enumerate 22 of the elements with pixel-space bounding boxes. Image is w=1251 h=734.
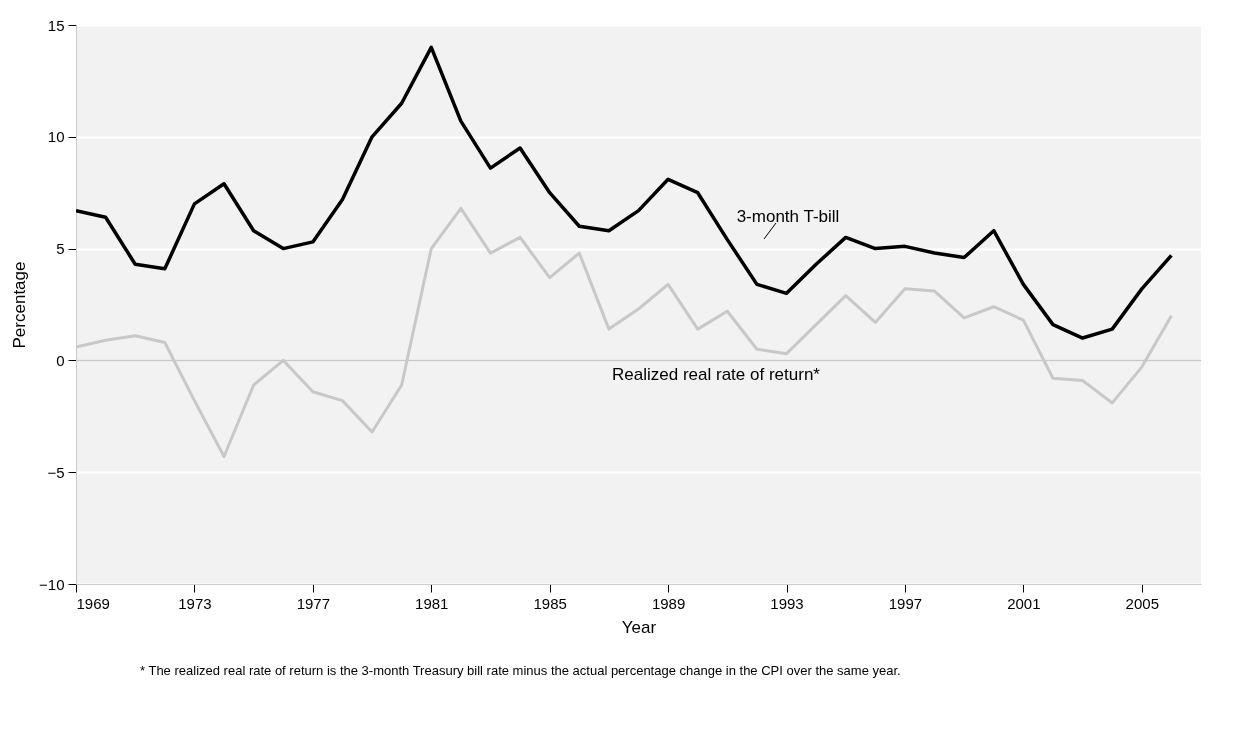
series-label: 3-month T-bill (736, 207, 840, 226)
x-tick-label: 1981 (415, 594, 449, 612)
y-tick-label: 0 (56, 351, 65, 369)
y-tick-label: −10 (39, 575, 65, 593)
x-tick-label: 1989 (651, 594, 686, 612)
x-tick-label: 1997 (888, 594, 923, 612)
line-series (76, 45, 1174, 340)
x-tick-label: 2001 (1007, 594, 1041, 612)
y-tick-label: 15 (47, 16, 65, 34)
x-tick-label: 2005 (1125, 594, 1159, 612)
y-tick-label: 5 (56, 240, 65, 258)
x-tick-label: 1993 (770, 594, 804, 612)
x-tick-label: 1977 (296, 594, 331, 612)
series-label: Realized real rate of return* (612, 365, 821, 384)
x-tick-label: 1969 (76, 594, 110, 612)
y-tick-label: 10 (47, 128, 65, 146)
x-tick-label: 1985 (533, 594, 567, 612)
y-tick-label: −5 (47, 463, 65, 481)
text: * The realized real rate of return is the 3-month Treasury bill rate minus the actual percentage change in the CPI over the same year. (140, 663, 902, 678)
x-tick-label: 1973 (178, 594, 212, 612)
x-axis-title: Year (621, 617, 657, 637)
y-axis-title: Percentage (10, 261, 30, 349)
